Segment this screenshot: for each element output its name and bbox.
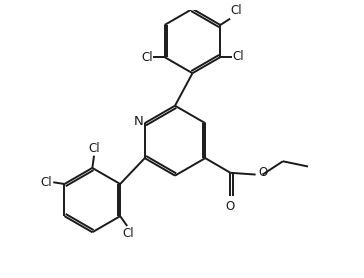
Text: Cl: Cl: [88, 142, 100, 155]
Text: O: O: [258, 166, 267, 179]
Text: N: N: [134, 115, 143, 128]
Text: Cl: Cl: [231, 4, 242, 17]
Text: Cl: Cl: [122, 227, 134, 240]
Text: O: O: [226, 200, 235, 213]
Text: Cl: Cl: [232, 50, 244, 63]
Text: Cl: Cl: [41, 176, 52, 189]
Text: Cl: Cl: [141, 51, 153, 64]
